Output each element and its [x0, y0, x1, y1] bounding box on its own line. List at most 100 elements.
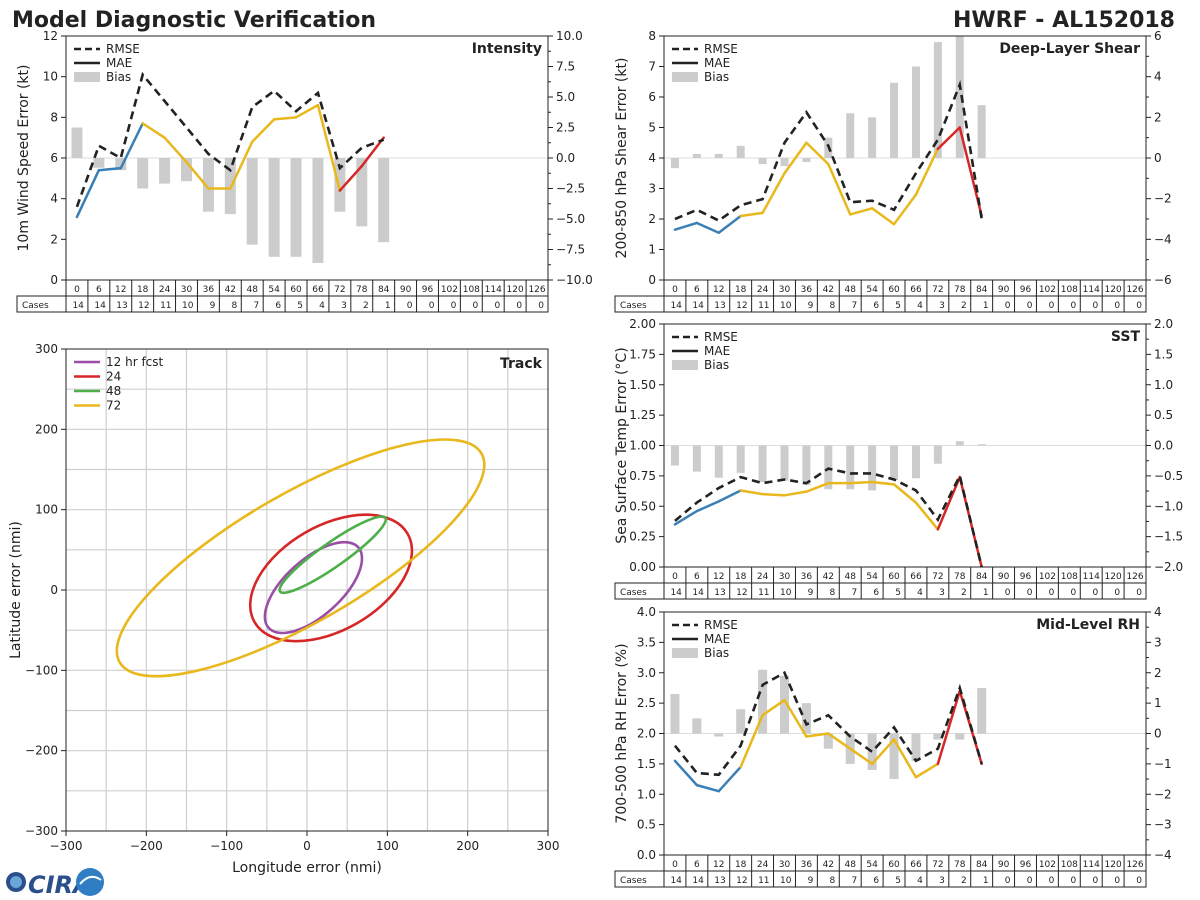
cases-cell: 0: [1114, 588, 1120, 598]
lead-hour-cell: 24: [757, 860, 769, 870]
bias-bar: [977, 444, 986, 446]
y2-tick-label: −1.0: [1154, 499, 1183, 513]
lead-hour-cell: 114: [1083, 572, 1100, 582]
cases-cell: 8: [830, 588, 836, 598]
lead-hour-cell: 30: [181, 285, 193, 295]
cases-cell: 3: [939, 301, 945, 311]
cases-cell: 3: [939, 588, 945, 598]
cases-cell: 0: [1136, 588, 1142, 598]
mae-line-segment: [695, 221, 721, 234]
cases-cell: 0: [1071, 588, 1077, 598]
bias-bar: [736, 145, 745, 158]
y2-tick-label: 10.0: [556, 29, 583, 43]
cases-cell: 7: [851, 588, 857, 598]
mae-line-segment: [141, 122, 166, 139]
y2-tick-label: −0.5: [1154, 469, 1183, 483]
y-tick-label: −100: [25, 663, 58, 677]
lead-hour-cell: 12: [713, 285, 724, 295]
mae-line-segment: [739, 211, 764, 218]
panel-title: Track: [500, 356, 543, 372]
mae-line-segment: [185, 160, 210, 190]
cases-cell: 0: [1092, 588, 1098, 598]
y2-tick-label: −2.0: [1154, 560, 1183, 574]
x-tick-label: 300: [537, 839, 560, 853]
mae-line-segment: [338, 164, 364, 192]
bias-bar: [933, 42, 942, 158]
lead-hour-cell: 84: [378, 285, 390, 295]
panel-title: Intensity: [472, 41, 542, 57]
bias-bar: [692, 445, 701, 472]
lead-hour-cell: 6: [96, 285, 102, 295]
cases-cell: 0: [1005, 301, 1011, 311]
bias-bar: [137, 158, 149, 189]
y2-tick-label: −1: [1154, 757, 1172, 771]
mae-line-segment: [827, 732, 852, 750]
y-tick-label: 0.75: [629, 469, 656, 483]
cases-cell: 3: [341, 301, 347, 311]
bias-bar: [290, 158, 302, 257]
lead-hour-cell: 12: [713, 572, 724, 582]
lead-hour-cell: 84: [976, 860, 988, 870]
lead-hour-cell: 66: [910, 285, 922, 295]
y2-tick-label: −3: [1154, 818, 1172, 832]
cases-cell: 2: [961, 301, 967, 311]
cira-logo: CIRA: [6, 868, 104, 899]
bias-bar: [780, 445, 789, 481]
y2-tick-label: 0.5: [1154, 408, 1173, 422]
lead-hour-cell: 6: [694, 860, 700, 870]
cases-row-frame: [614, 295, 1147, 313]
mae-line-segment: [761, 492, 786, 497]
mae-line-segment: [892, 193, 918, 226]
bias-bar: [71, 127, 83, 158]
bias-bar: [846, 113, 855, 158]
cases-cell: 9: [808, 876, 814, 886]
cases-label: Cases: [620, 588, 647, 598]
legend-bias-label: Bias: [106, 70, 131, 84]
lead-hour-cell: 48: [247, 285, 259, 295]
bias-bar: [890, 82, 899, 158]
cases-cell: 9: [808, 301, 814, 311]
mae-line-segment: [229, 140, 254, 190]
x-tick-label: −100: [210, 839, 243, 853]
cases-cell: 0: [1114, 876, 1120, 886]
track-ellipse: [263, 540, 364, 635]
lead-hour-cell: 72: [932, 572, 943, 582]
lead-hour-cell: 18: [735, 572, 747, 582]
y2-tick-label: −2: [1154, 192, 1172, 206]
intensity-panel: 024681012−10.0−7.5−5.0−2.50.02.55.07.510…: [16, 29, 593, 313]
lead-hour-cell: 120: [1105, 285, 1122, 295]
lead-hour-cell: 96: [1020, 572, 1032, 582]
y2-tick-label: −10.0: [556, 273, 593, 287]
y-tick-label: 0.5: [637, 818, 656, 832]
cases-cell: 10: [182, 301, 194, 311]
rmse-line: [673, 670, 983, 777]
cases-cell: 14: [670, 301, 682, 311]
cases-cell: 6: [275, 301, 281, 311]
cases-label: Cases: [22, 301, 49, 311]
panel-title: Mid-Level RH: [1036, 617, 1140, 633]
lead-hour-cell: 12: [713, 860, 724, 870]
bias-bar: [334, 158, 346, 212]
sst-panel: 0.000.250.500.751.001.251.501.752.00−2.0…: [614, 317, 1183, 600]
bias-bar: [977, 105, 986, 158]
lead-hour-cell: 126: [1126, 572, 1143, 582]
y-tick-label: 0: [648, 273, 656, 287]
mae-line-segment: [761, 698, 786, 717]
lead-hour-cell: 36: [801, 860, 813, 870]
x-tick-label: −300: [50, 839, 83, 853]
bias-bar: [802, 158, 811, 163]
y2-tick-label: 1.5: [1154, 347, 1173, 361]
x-tick-label: 100: [376, 839, 399, 853]
legend-bias-label: Bias: [704, 646, 729, 660]
cases-cell: 0: [429, 301, 435, 311]
y-tick-label: 3.5: [637, 635, 656, 649]
lead-hour-cell: 90: [400, 285, 412, 295]
rmse-line: [674, 467, 983, 568]
y2-tick-label: 2: [1154, 666, 1162, 680]
cases-cell: 0: [1136, 301, 1142, 311]
y2-tick-label: 1.0: [1154, 378, 1173, 392]
mae-line-segment: [695, 783, 721, 793]
cases-cell: 0: [1071, 876, 1077, 886]
lead-hour-cell: 0: [672, 285, 678, 295]
bias-bar: [802, 445, 811, 485]
